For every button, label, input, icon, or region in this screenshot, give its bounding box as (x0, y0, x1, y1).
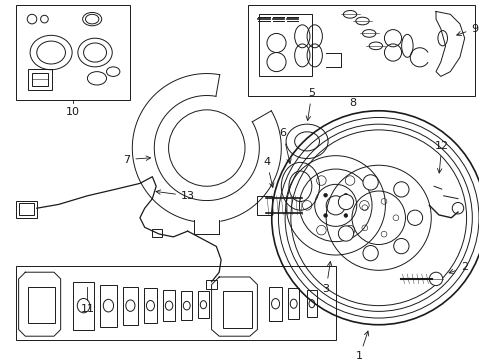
Text: 9: 9 (457, 24, 479, 36)
Bar (288, 288, 299, 319)
Circle shape (394, 182, 409, 197)
Text: 5: 5 (306, 88, 316, 121)
Text: 3: 3 (323, 262, 332, 294)
Bar (144, 288, 157, 323)
Bar (16, 201, 37, 218)
Text: 1: 1 (356, 331, 368, 360)
Circle shape (429, 272, 442, 285)
Text: 7: 7 (123, 154, 150, 165)
Bar (257, 196, 272, 215)
Bar (28, 287, 55, 323)
Text: 2: 2 (449, 262, 468, 274)
Bar (269, 287, 282, 321)
Text: 13: 13 (156, 190, 195, 201)
Bar (223, 291, 252, 328)
Bar (28, 69, 52, 90)
Circle shape (339, 194, 354, 210)
Circle shape (324, 213, 327, 217)
Bar (259, 14, 312, 76)
Bar (198, 291, 209, 318)
Text: 11: 11 (80, 304, 95, 314)
Circle shape (344, 193, 348, 197)
Bar (16, 5, 130, 100)
Circle shape (339, 226, 354, 241)
Text: 4: 4 (264, 157, 274, 188)
Circle shape (344, 213, 348, 217)
Circle shape (394, 238, 409, 254)
Text: 10: 10 (66, 107, 80, 117)
Bar (206, 280, 217, 289)
Circle shape (407, 210, 423, 225)
Bar (248, 5, 475, 95)
Bar (73, 282, 94, 329)
Text: 6: 6 (280, 129, 291, 163)
Bar (32, 73, 48, 86)
Circle shape (363, 175, 378, 190)
Bar (307, 291, 317, 317)
Text: 8: 8 (349, 98, 357, 108)
Bar (163, 291, 175, 321)
Bar (152, 229, 162, 237)
Bar (123, 287, 138, 325)
Circle shape (363, 246, 378, 261)
Bar (100, 285, 117, 327)
Circle shape (324, 193, 327, 197)
Bar (181, 291, 193, 320)
Bar (16, 266, 336, 340)
Text: 12: 12 (435, 141, 449, 173)
Bar (19, 203, 34, 215)
